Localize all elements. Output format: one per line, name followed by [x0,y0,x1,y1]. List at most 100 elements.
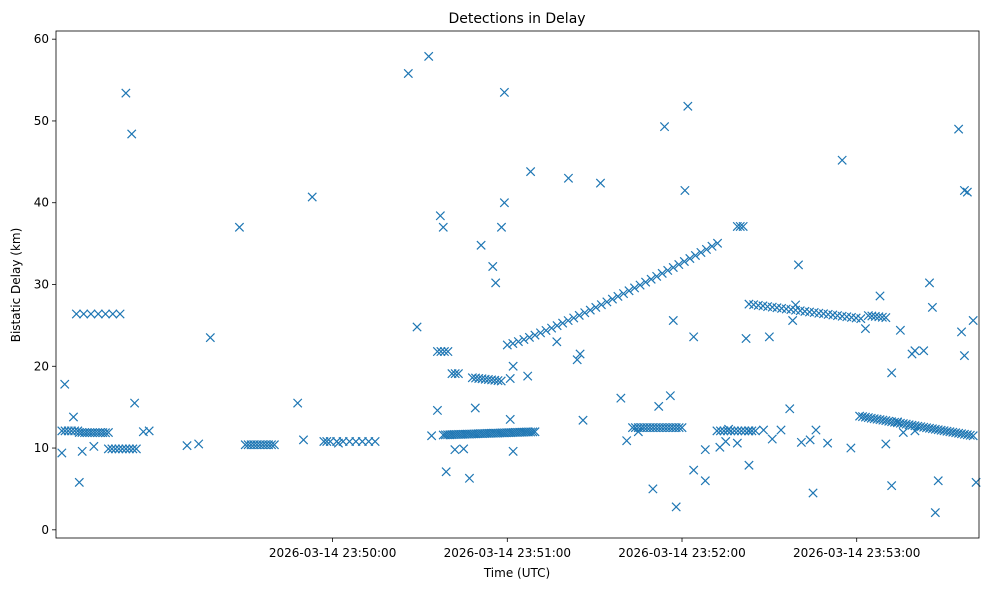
data-point [578,415,588,425]
data-point [128,444,138,454]
data-point [591,302,601,313]
data-point [93,309,103,319]
data-point [613,291,623,301]
data-point [71,309,82,319]
y-tick-label: 30 [34,278,49,292]
data-point [895,325,906,335]
data-point [744,426,754,436]
data-point [144,426,154,436]
data-point [629,283,640,293]
data-point [674,259,684,270]
data-point [793,260,804,270]
data-point [74,477,84,488]
data-point [744,460,754,470]
data-point [293,398,303,408]
data-point [910,346,920,356]
y-tick-label: 0 [41,523,49,537]
data-point [89,441,99,452]
data-point [585,305,595,315]
data-point [796,437,807,447]
data-point [569,313,579,323]
data-point [453,369,464,379]
data-point [205,333,215,343]
data-point [450,445,460,455]
data-point [558,318,568,328]
data-point [680,185,690,196]
data-point [572,355,582,365]
data-point [523,371,533,381]
data-point [741,333,751,344]
data-point [595,178,606,188]
data-point [488,261,498,272]
data-point [528,427,538,437]
data-point [121,444,131,454]
x-tick-label: 2026-03-14 23:53:00 [793,546,920,560]
data-point [552,321,562,331]
data-point [665,391,675,401]
data-point [525,167,536,177]
data-point [968,431,978,441]
data-point [129,398,140,408]
data-point [57,448,67,458]
data-point [525,427,536,437]
data-point [269,440,279,450]
data-point [715,426,726,436]
data-point [435,211,445,221]
data-point [108,309,118,319]
data-point [580,308,590,318]
y-tick-label: 50 [34,114,49,128]
y-tick-label: 10 [34,441,49,455]
data-point [307,192,317,202]
data-point [459,444,469,454]
data-point [738,221,748,232]
data-point [892,417,903,427]
data-point [689,332,699,342]
data-point [370,436,380,447]
data-point [732,438,742,448]
data-point [875,291,885,301]
data-point [785,404,795,414]
data-point [107,444,117,454]
data-point [811,425,821,435]
data-point [403,68,413,79]
data-point [736,426,747,436]
data-point [68,412,79,422]
data-point [898,427,908,438]
data-point [764,332,774,342]
data-point [441,467,451,477]
data-point [616,393,626,403]
data-point [298,435,309,445]
data-point [919,346,929,356]
data-point [837,155,847,165]
data-point [86,309,96,319]
data-point [100,428,111,438]
data-point [965,430,975,440]
data-point [563,315,573,326]
data-point [450,369,460,379]
data-point [968,315,978,326]
data-point [602,297,612,307]
data-point [690,250,701,261]
data-point [633,427,643,437]
data-point [933,476,943,486]
data-point [496,222,507,232]
data-point [648,484,658,494]
data-point [733,426,743,436]
data-point [860,324,871,334]
data-point [740,426,750,436]
data-point [927,302,938,313]
data-point [776,425,786,435]
data-point [652,271,662,281]
data-point [887,368,897,378]
data-point [677,422,687,433]
data-point [618,288,629,299]
data-point [646,274,656,284]
data-point [953,124,964,134]
data-point [79,309,89,319]
y-tick-label: 20 [34,359,49,373]
data-points [57,51,981,518]
data-point [432,405,443,416]
data-point [758,425,769,435]
y-tick-label: 60 [34,32,49,46]
data-point [502,340,512,350]
